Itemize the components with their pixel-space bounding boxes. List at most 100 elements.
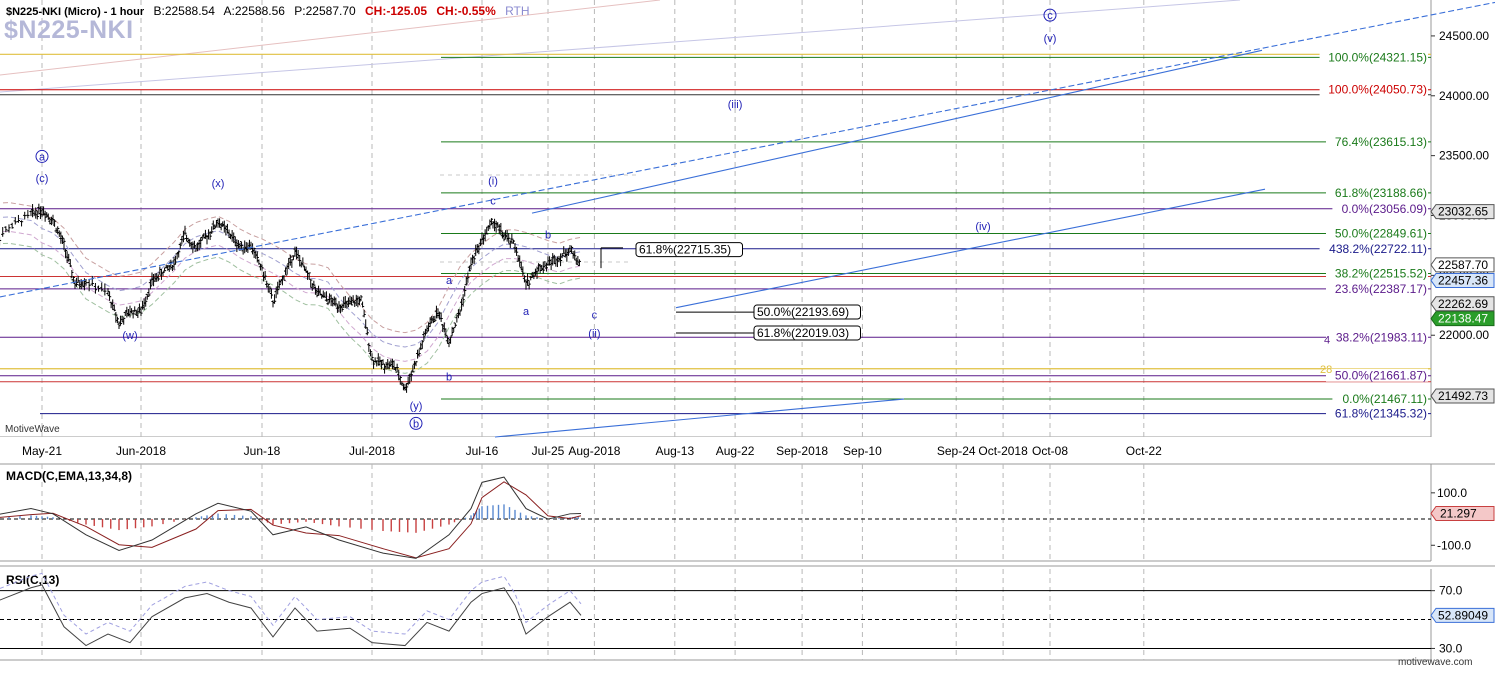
price-marker-label: 22138.47 bbox=[1438, 312, 1488, 326]
time-tick-label: Sep-2018 bbox=[776, 444, 828, 458]
rsi-title: RSI(C,13) bbox=[6, 573, 59, 587]
moving-averages bbox=[0, 202, 582, 374]
wave-label: (iii) bbox=[728, 99, 743, 111]
macd-line bbox=[0, 476, 582, 559]
motivewave-brand: MotiveWave bbox=[5, 424, 60, 435]
wave-labels: a (c) (x) (w) (i) c b a a b (y) b c (ii) (iii) (iv) (v) c… bbox=[35, 8, 1332, 430]
wave-label: c bbox=[1047, 10, 1053, 22]
faint-channel-line bbox=[0, 0, 661, 76]
fib-label-bg bbox=[1319, 50, 1428, 64]
wave-circle bbox=[35, 149, 49, 163]
rsi-line bbox=[0, 584, 582, 647]
macd-panel: MACD(C,EMA,13,34,8) 100.0 -100.0 21.297 bbox=[0, 469, 1495, 559]
rsi-tick-label: 70.0 bbox=[1439, 584, 1463, 598]
channel-line-lower bbox=[675, 188, 1266, 309]
fib-label-bg bbox=[1326, 226, 1428, 240]
price-marker-label: 22262.69 bbox=[1438, 297, 1488, 311]
target-box-label: 61.8%(22019.03) bbox=[757, 326, 849, 340]
price-marker-label: 22587.70 bbox=[1438, 258, 1488, 272]
channel-line-dashed bbox=[0, 1, 1495, 298]
fib-level-label: 38.2%(21983.11) bbox=[1336, 330, 1427, 344]
wave-label: a bbox=[523, 306, 530, 318]
change-value: CH:-125.05 bbox=[365, 4, 428, 18]
session-label: RTH bbox=[505, 4, 530, 18]
price-marker bbox=[1430, 311, 1495, 327]
rsi-panel: RSI(C,13) 70.0 30.0 52.89049 bbox=[0, 572, 1495, 655]
time-tick-label: Jul-2018 bbox=[349, 444, 395, 458]
wave-label: b bbox=[545, 229, 551, 241]
symbol-watermark: $N225-NKI bbox=[4, 16, 134, 44]
rsi-band-line bbox=[0, 572, 582, 635]
trend-lines bbox=[0, 1, 1495, 438]
symbol-title: $N225-NKI (Micro) - 1 hour bbox=[6, 6, 145, 18]
fib-level-label: 100.0%(24321.15) bbox=[1328, 50, 1427, 64]
wave-circle bbox=[1043, 8, 1057, 22]
fib-level-label: 50.0%(22849.61) bbox=[1335, 227, 1427, 241]
time-tick-label: Aug-22 bbox=[716, 444, 755, 458]
fib-label-bg bbox=[1332, 392, 1428, 406]
ask-value: A:22588.56 bbox=[223, 4, 285, 18]
fib-level-label: 38.2%(22515.52) bbox=[1335, 267, 1427, 281]
fib-level-label: 100.0%(24050.73) bbox=[1328, 83, 1427, 97]
macd-tick-label: 100.0 bbox=[1437, 486, 1467, 500]
price-marker bbox=[1430, 388, 1495, 404]
time-tick-label: Jun-2018 bbox=[116, 444, 166, 458]
macd-value-label: 21.297 bbox=[1440, 506, 1477, 520]
channel-line-upper bbox=[531, 49, 1263, 214]
macd-value-marker bbox=[1430, 505, 1495, 521]
moving-average-line bbox=[0, 230, 582, 362]
channel-line-base bbox=[494, 398, 905, 438]
fib-level-label: 438.2%(22722.11) bbox=[1329, 242, 1427, 256]
wave-label: c bbox=[490, 196, 496, 208]
time-tick-label: Sep-10 bbox=[843, 444, 882, 458]
target-box bbox=[753, 304, 861, 320]
wave-label: c bbox=[592, 309, 598, 321]
price-tick-label: 22000.00 bbox=[1439, 328, 1489, 342]
time-tick-label: Jul-25 bbox=[532, 444, 565, 458]
quote-header: $N225-NKI (Micro) - 1 hour B:22588.54 A:… bbox=[6, 4, 536, 18]
fib-level-label: 76.4%(23615.13) bbox=[1335, 135, 1427, 149]
time-tick-label: Oct-22 bbox=[1126, 444, 1162, 458]
time-tick-label: Jun-18 bbox=[244, 444, 281, 458]
price-marker bbox=[1430, 257, 1495, 273]
time-tick-label: Aug-2018 bbox=[568, 444, 620, 458]
footer-url: motivewave.com bbox=[1398, 657, 1472, 668]
level-tag: 28 bbox=[1320, 364, 1332, 376]
moving-average-line bbox=[0, 242, 582, 374]
wave-label: (i) bbox=[488, 175, 498, 187]
macd-signal-line bbox=[0, 481, 582, 559]
wave-label: a bbox=[39, 151, 46, 163]
fib-label-bg bbox=[1326, 281, 1428, 295]
fib-label-bg bbox=[1326, 330, 1428, 344]
fib-level-label: 0.0%(23056.09) bbox=[1342, 202, 1427, 216]
wave-label: (ii) bbox=[588, 328, 600, 340]
wave-label: (y) bbox=[410, 400, 423, 412]
price-tick-label: 23500.00 bbox=[1439, 149, 1489, 163]
target-box-label: 50.0%(22193.69) bbox=[757, 305, 849, 319]
time-tick-label: Aug-13 bbox=[655, 444, 694, 458]
time-tick-label: Oct-08 bbox=[1032, 444, 1068, 458]
time-tick-label: Sep-24 bbox=[937, 444, 976, 458]
price-marker-label: 23032.65 bbox=[1438, 205, 1488, 219]
target-box bbox=[635, 242, 743, 258]
moving-average-line bbox=[0, 216, 582, 348]
fib-level-label: 23.6%(22387.17) bbox=[1335, 282, 1427, 296]
fib-label-bg bbox=[1332, 201, 1428, 215]
target-box-label: 61.8%(22715.35) bbox=[639, 243, 731, 257]
wave-label: b bbox=[413, 418, 419, 430]
bid-value: B:22588.54 bbox=[153, 4, 215, 18]
wave-label: (v) bbox=[1044, 33, 1057, 45]
price-value: P:22587.70 bbox=[294, 4, 356, 18]
rsi-tick-label: 30.0 bbox=[1439, 641, 1463, 655]
fib-label-bg bbox=[1326, 134, 1428, 148]
wave-label: (c) bbox=[36, 173, 49, 185]
price-bars bbox=[0, 203, 582, 393]
macd-tick-label: -100.0 bbox=[1437, 538, 1471, 552]
target-boxes: 61.8%(22715.35) 50.0%(22193.69) 61.8%(2201… bbox=[635, 242, 861, 341]
fibonacci-levels: 100.0%(24321.15) 100.0%(24050.73) 76.4%(23… bbox=[0, 50, 1431, 421]
